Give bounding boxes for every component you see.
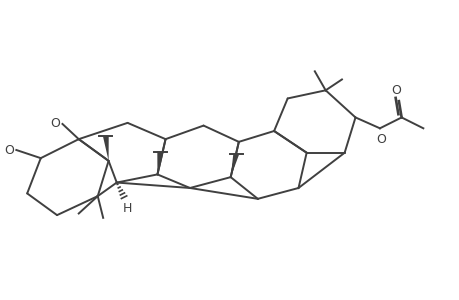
Polygon shape [230, 154, 238, 177]
Text: O: O [391, 84, 400, 97]
Polygon shape [103, 136, 108, 161]
Text: H: H [123, 202, 132, 214]
Text: O: O [4, 143, 14, 157]
Text: O: O [50, 118, 60, 130]
Polygon shape [157, 151, 162, 174]
Text: O: O [376, 133, 386, 146]
